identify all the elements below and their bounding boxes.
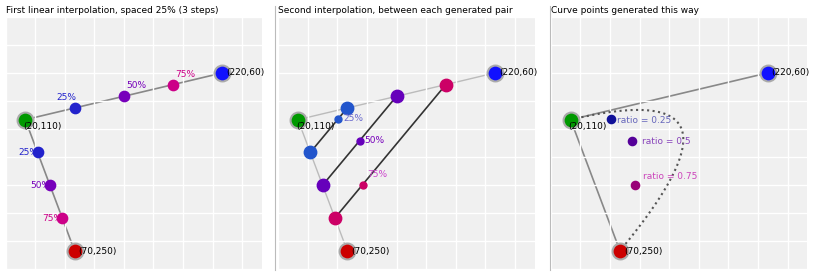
Point (316, 183, 329, 187)
Point (291, 117, 304, 122)
Text: 25%: 25% (18, 148, 38, 157)
Text: 75%: 75% (175, 70, 196, 79)
Text: ratio = 0.5: ratio = 0.5 (642, 138, 691, 147)
Point (341, 249, 354, 253)
Text: (70,250): (70,250) (624, 248, 662, 257)
Point (604, 117, 617, 121)
Text: 25%: 25% (343, 114, 363, 123)
Text: (70,250): (70,250) (351, 248, 389, 257)
Point (304, 150, 317, 155)
Point (44, 183, 57, 187)
Text: (220,60): (220,60) (499, 68, 537, 77)
Text: (20,110): (20,110) (568, 122, 607, 131)
Text: (220,60): (220,60) (226, 68, 265, 77)
Point (353, 139, 366, 143)
Point (564, 117, 578, 122)
Text: (20,110): (20,110) (296, 122, 334, 131)
Text: (70,250): (70,250) (78, 248, 117, 257)
Point (332, 117, 345, 121)
Point (439, 82, 452, 87)
Text: (20,110): (20,110) (23, 122, 62, 131)
Point (341, 106, 354, 110)
Text: 50%: 50% (31, 181, 50, 190)
Point (117, 94, 130, 98)
Point (625, 139, 639, 143)
Point (68, 106, 81, 110)
Text: (220,60): (220,60) (771, 68, 810, 77)
Point (390, 94, 403, 98)
Text: 50%: 50% (365, 136, 384, 145)
Point (328, 216, 342, 220)
Text: First linear interpolation, spaced 25% (3 steps): First linear interpolation, spaced 25% (… (6, 6, 218, 15)
Point (55, 216, 68, 220)
Point (31, 150, 45, 155)
Point (761, 71, 775, 75)
Text: Curve points generated this way: Curve points generated this way (551, 6, 699, 15)
Point (629, 182, 642, 187)
Text: Second interpolation, between each generated pair: Second interpolation, between each gener… (278, 6, 513, 15)
Text: 25%: 25% (57, 94, 77, 103)
Text: ratio = 0.25: ratio = 0.25 (616, 116, 671, 125)
Point (19, 117, 32, 122)
Point (488, 71, 502, 75)
Text: 50%: 50% (126, 81, 146, 90)
Point (68, 249, 81, 253)
Text: 75%: 75% (368, 170, 388, 179)
Text: 75%: 75% (43, 214, 63, 223)
Point (356, 182, 370, 187)
Text: ratio = 0.75: ratio = 0.75 (644, 172, 698, 181)
Point (216, 71, 229, 75)
Point (613, 249, 626, 253)
Point (167, 82, 180, 87)
